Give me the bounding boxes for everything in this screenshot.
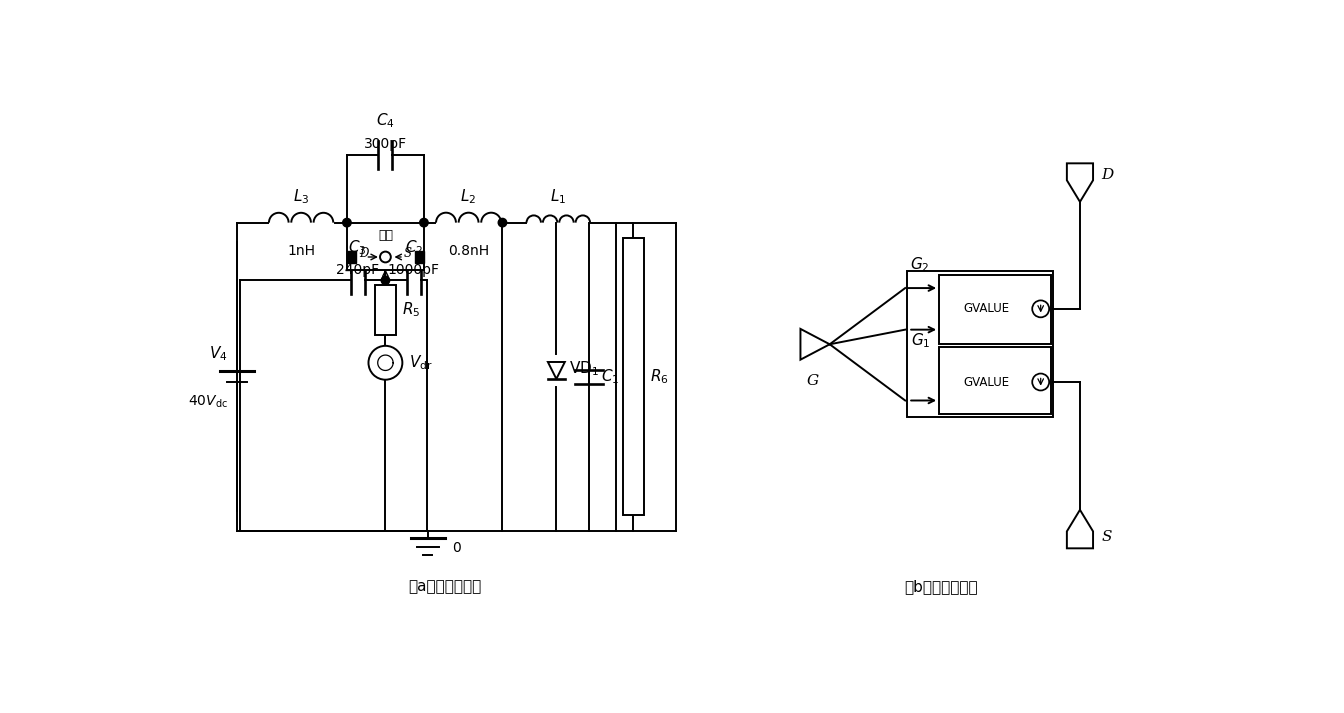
Circle shape <box>1032 300 1050 317</box>
Text: D: D <box>359 247 368 260</box>
Circle shape <box>1032 374 1050 391</box>
Text: 300pF: 300pF <box>364 137 407 151</box>
Bar <box>939 347 1051 414</box>
Text: $G_1$: $G_1$ <box>911 332 931 350</box>
Text: 0.8nH: 0.8nH <box>448 244 489 258</box>
Bar <box>415 251 423 263</box>
Bar <box>347 251 356 263</box>
Bar <box>347 222 423 270</box>
Text: D: D <box>1102 168 1114 182</box>
Text: （a）仿真主电路: （a）仿真主电路 <box>409 580 481 595</box>
Polygon shape <box>801 329 829 359</box>
Polygon shape <box>548 362 564 379</box>
Bar <box>907 271 1052 417</box>
Text: 40$V_{\mathrm{dc}}$: 40$V_{\mathrm{dc}}$ <box>188 394 227 410</box>
Circle shape <box>382 276 390 284</box>
Circle shape <box>343 218 351 227</box>
Text: 0: 0 <box>453 540 461 555</box>
Text: $R_6$: $R_6$ <box>650 367 669 386</box>
Bar <box>622 238 644 515</box>
Text: $V_4$: $V_4$ <box>210 344 227 363</box>
Text: 240pF: 240pF <box>336 262 379 277</box>
Polygon shape <box>1067 510 1093 548</box>
Text: $L_1$: $L_1$ <box>550 187 566 205</box>
Circle shape <box>368 346 402 380</box>
Circle shape <box>380 252 391 262</box>
Text: $C_1$: $C_1$ <box>601 367 620 386</box>
Text: VD$_1$: VD$_1$ <box>570 359 599 379</box>
Text: 1000pF: 1000pF <box>388 262 439 277</box>
Text: GVALUE: GVALUE <box>962 376 1009 389</box>
Text: $V_{\mathrm{dr}}$: $V_{\mathrm{dr}}$ <box>409 354 433 372</box>
Circle shape <box>499 218 507 227</box>
Text: $L_3$: $L_3$ <box>293 187 309 205</box>
Polygon shape <box>1067 163 1093 202</box>
Text: S: S <box>1102 530 1111 544</box>
Text: 1nH: 1nH <box>288 244 314 258</box>
Bar <box>375 284 396 335</box>
Text: $C_3$: $C_3$ <box>348 239 367 257</box>
Text: $C_2$: $C_2$ <box>405 239 423 257</box>
Bar <box>939 275 1051 344</box>
Text: GVALUE: GVALUE <box>962 302 1009 315</box>
Text: 沟道: 沟道 <box>378 230 392 242</box>
Circle shape <box>419 218 429 227</box>
Text: （b）沟道层电路: （b）沟道层电路 <box>905 580 978 595</box>
Text: $R_5$: $R_5$ <box>402 301 421 319</box>
Text: G: G <box>806 374 818 388</box>
Text: S: S <box>403 247 411 260</box>
Text: $L_2$: $L_2$ <box>461 187 477 205</box>
Text: $G_2$: $G_2$ <box>910 255 929 275</box>
Text: $C_4$: $C_4$ <box>376 111 395 130</box>
